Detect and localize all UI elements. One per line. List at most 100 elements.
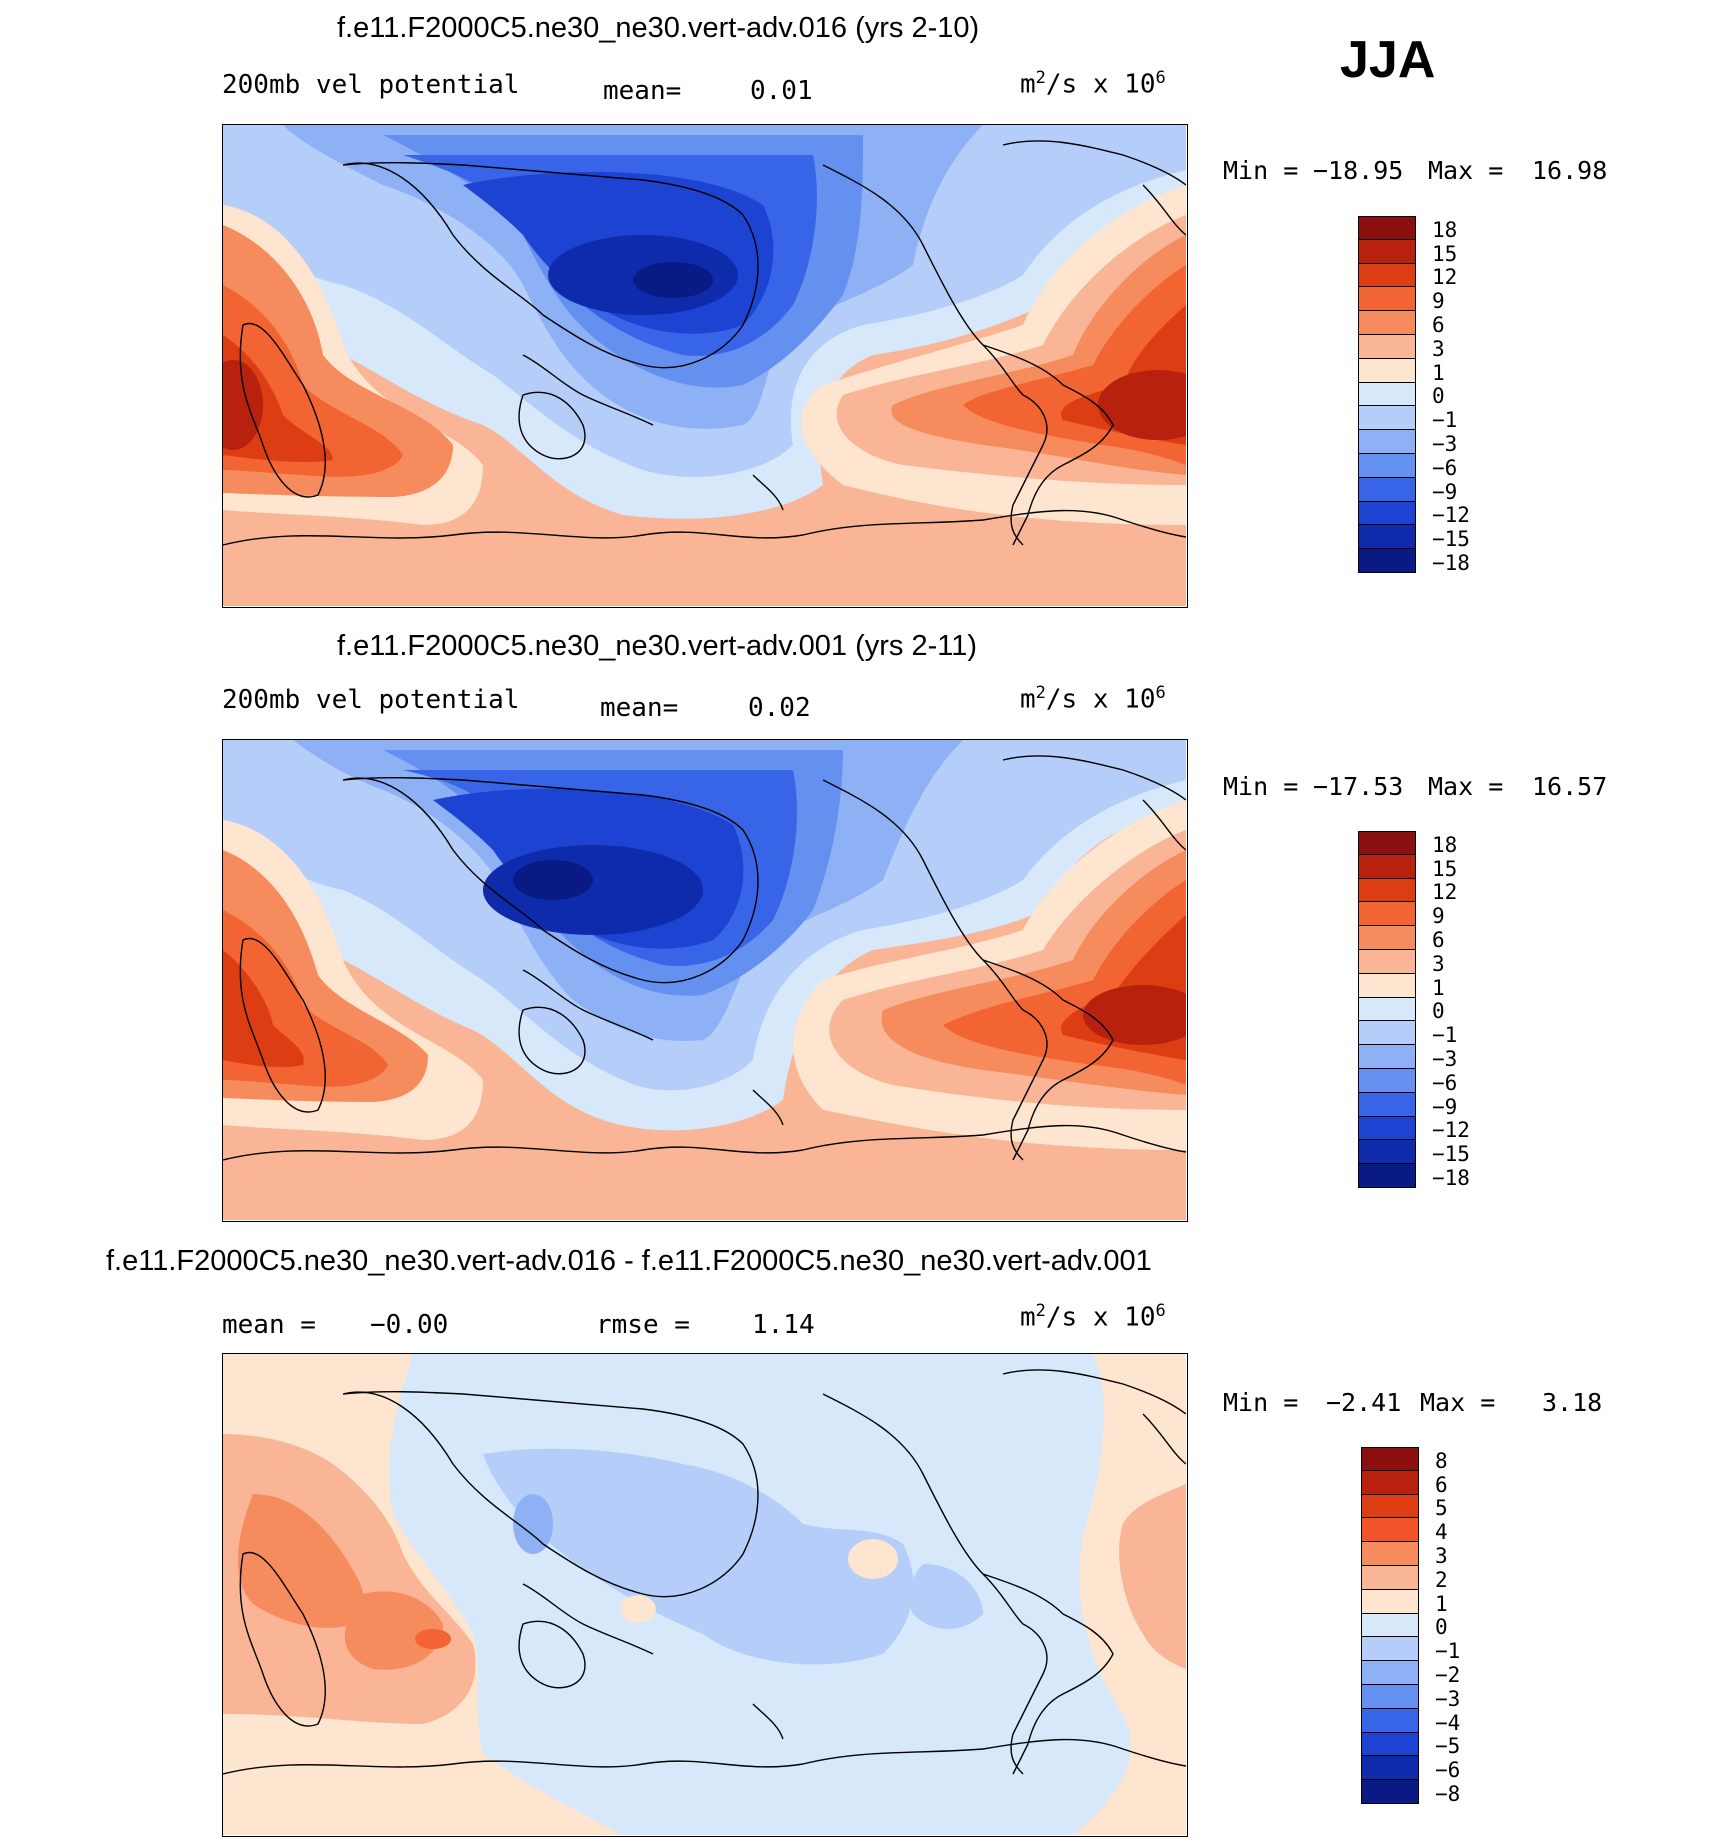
panel3-rmse-label: rmse =	[596, 1310, 690, 1340]
panel2-colorbar-label: 15	[1432, 856, 1458, 881]
panel3-colorbar-swatch	[1361, 1565, 1419, 1590]
panel1-colorbar-swatch	[1358, 501, 1416, 526]
panel2-colorbar-swatch	[1358, 1140, 1416, 1165]
panel2-mean-value: 0.02	[748, 693, 811, 723]
panel1-map	[222, 124, 1188, 608]
panel1-mean-label: mean=	[603, 76, 682, 106]
panel1-colorbar-label: 1	[1432, 360, 1445, 385]
panel2-positive-africa-4	[223, 950, 304, 1068]
panel1-variable-label: 200mb vel potential	[222, 70, 520, 100]
season-label: JJA	[1340, 31, 1436, 89]
panel1-colorbar-label: 6	[1432, 313, 1445, 337]
panel3-positive-africa-2	[238, 1494, 364, 1628]
panel1-colorbar-label: 0	[1432, 384, 1445, 409]
panel1-colorbar-label: 15	[1432, 241, 1458, 266]
panel3-colorbar-swatch	[1361, 1518, 1419, 1543]
panel2-min-value: −17.53	[1313, 772, 1404, 801]
panel2-colorbar-swatch	[1358, 949, 1416, 974]
panel1-colorbar-label: −3	[1432, 432, 1458, 456]
panel1-positive-atlantic-core	[1098, 370, 1186, 440]
panel1-coastlines	[223, 140, 1186, 546]
panel3-colorbar-swatch	[1361, 1447, 1419, 1471]
panel3-map	[222, 1353, 1188, 1837]
panel1-units: m2/s x 106	[1020, 68, 1166, 100]
panel1-max-value: 16.98	[1532, 156, 1608, 185]
panel3-colorbar-swatch	[1361, 1661, 1419, 1685]
panel1-colorbar-swatch	[1358, 287, 1416, 312]
panel2-colorbar-label: −18	[1432, 1166, 1470, 1190]
panel2-min-label: Min =	[1223, 772, 1299, 801]
panel1-mean-value: 0.01	[750, 76, 813, 106]
panel1-colorbar-swatch	[1358, 406, 1416, 431]
panel2-colorbar-swatch	[1358, 926, 1416, 950]
panel2-colorbar-label: −1	[1432, 1023, 1458, 1048]
panel3-colorbar-swatch	[1361, 1780, 1419, 1804]
panel1-colorbar-label: 12	[1432, 265, 1458, 290]
panel1-colorbar-label: 9	[1432, 289, 1445, 314]
panel2-negative-core-inner	[513, 860, 593, 900]
panel3-colorbar-swatch	[1361, 1589, 1419, 1614]
panel2-colorbar-swatch	[1358, 1164, 1416, 1188]
panel3-coastlines	[223, 1369, 1186, 1775]
panel2-colorbar-label: 18	[1432, 832, 1458, 857]
panel3-colorbar-label: −8	[1435, 1782, 1461, 1806]
panel2-colorbar-swatch	[1358, 1021, 1416, 1046]
panel2-coastlines	[223, 755, 1186, 1161]
panel3-max-value: 3.18	[1542, 1388, 1603, 1417]
panel2-colorbar-swatch	[1358, 973, 1416, 998]
panel2-variable-label: 200mb vel potential	[222, 685, 520, 715]
panel3-negative-core-2	[908, 1564, 983, 1629]
panel3-colorbar-swatch	[1361, 1756, 1419, 1781]
panel2-map	[222, 739, 1188, 1222]
panel1-min-label: Min =	[1223, 156, 1299, 185]
panel1-colorbar-label: −12	[1432, 503, 1470, 528]
panel1-max-label: Max =	[1428, 156, 1504, 185]
panel2-negative-core	[483, 845, 703, 935]
panel3-mean-label: mean =	[222, 1310, 316, 1340]
panel3-colorbar-label: 1	[1435, 1591, 1448, 1616]
panel1-colorbar-swatch	[1358, 430, 1416, 454]
panel2-title: f.e11.F2000C5.ne30_ne30.vert-adv.001 (yr…	[337, 630, 977, 662]
panel3-colorbar-label: −5	[1435, 1734, 1461, 1759]
panel2-colorbar-label: 1	[1432, 975, 1445, 1000]
panel3-colorbar-swatch	[1361, 1684, 1419, 1709]
panel2-max-label: Max =	[1428, 772, 1504, 801]
panel2-colorbar-label: 9	[1432, 904, 1445, 929]
panel2-colorbar-label: −15	[1432, 1142, 1470, 1167]
panel1-colorbar-swatch	[1358, 311, 1416, 335]
panel3-colorbar-swatch	[1361, 1732, 1419, 1757]
panel1-colorbar-swatch	[1358, 549, 1416, 573]
panel3-title: f.e11.F2000C5.ne30_ne30.vert-adv.016 - f…	[106, 1245, 1152, 1277]
panel3-negative-core-1	[483, 1448, 914, 1665]
panel1-colorbar-label: 3	[1432, 336, 1445, 361]
panel3-mean-value: −0.00	[370, 1310, 449, 1340]
panel2-colorbar-swatch	[1358, 1045, 1416, 1069]
panel3-colorbar-label: −2	[1435, 1663, 1461, 1687]
panel1-positive-africa-core	[223, 360, 263, 450]
panel1-colorbar-swatch	[1358, 525, 1416, 550]
panel1-colorbar-label: −6	[1432, 455, 1458, 480]
panel3-colorbar-label: 6	[1435, 1472, 1448, 1497]
panel3-positive-africa-3	[344, 1591, 443, 1670]
panel2-colorbar-swatch	[1358, 1116, 1416, 1141]
panel1-colorbar-label: −1	[1432, 408, 1458, 433]
panel1-colorbar-label: −15	[1432, 527, 1470, 552]
panel3-units: m2/s x 106	[1020, 1301, 1166, 1333]
panel3-colorbar: 8 6 5 4 3 2 1 0 −1 −2 −3 −4 −5 −6 −8	[1361, 1447, 1460, 1805]
panel2-max-value: 16.57	[1532, 772, 1608, 801]
panel1-colorbar-swatch	[1358, 334, 1416, 359]
panel2-colorbar-swatch	[1358, 1092, 1416, 1117]
panel1-colorbar-swatch	[1358, 358, 1416, 383]
panel3-colorbar-swatch	[1361, 1494, 1419, 1519]
panel3-colorbar-label: 8	[1435, 1448, 1448, 1473]
panel2-colorbar-swatch	[1358, 831, 1416, 855]
panel1-colorbar-swatch	[1358, 263, 1416, 288]
panel1-colorbar-label: −9	[1432, 479, 1458, 504]
panel3-colorbar-label: −6	[1435, 1758, 1461, 1783]
panel2-colorbar-label: −12	[1432, 1118, 1470, 1143]
panel1-colorbar-swatch	[1358, 477, 1416, 502]
panel2-colorbar-swatch	[1358, 997, 1416, 1022]
panel3-colorbar-label: 3	[1435, 1544, 1448, 1568]
panel3-min-value: −2.41	[1326, 1388, 1402, 1417]
panel3-rmse-value: 1.14	[752, 1310, 815, 1340]
